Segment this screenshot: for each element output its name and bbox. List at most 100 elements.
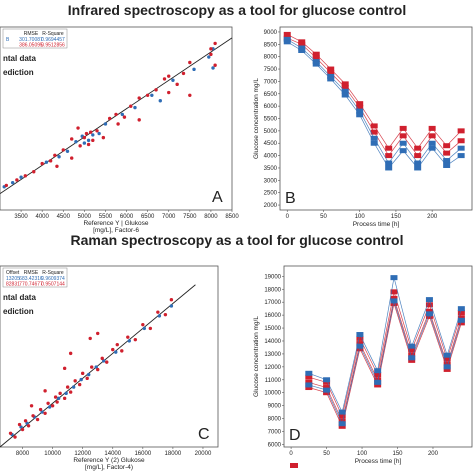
- data-point-blue: [94, 365, 98, 369]
- series-marker: [338, 413, 346, 419]
- y-tick-label: 3000: [264, 178, 278, 184]
- x-tick-label: 12000: [74, 451, 91, 457]
- data-point-red: [68, 351, 73, 356]
- stats-rmse: 683.42316: [19, 276, 43, 282]
- series-marker: [305, 379, 313, 385]
- series-marker: [327, 70, 335, 76]
- data-point-blue: [10, 180, 15, 185]
- data-point-blue: [91, 133, 95, 137]
- x-tick-label: 10000: [44, 451, 61, 457]
- x-axis-label: Reference Y | Glukose: [83, 220, 148, 227]
- data-point-blue: [211, 66, 215, 70]
- data-point-red: [40, 161, 44, 166]
- legend-entry: ntal data: [3, 54, 36, 63]
- data-point-blue: [19, 175, 23, 179]
- series-marker: [443, 150, 451, 156]
- y-axis-label: Glucose concentration mg/L: [253, 316, 260, 397]
- series-marker: [443, 143, 451, 149]
- series-marker: [457, 315, 465, 321]
- series-marker: [385, 145, 393, 151]
- series-marker: [298, 41, 306, 47]
- series-marker: [414, 145, 422, 151]
- stats-header: RMSE: [24, 270, 39, 276]
- data-point-red: [141, 322, 145, 327]
- stats-r-square: 0.9512856: [41, 43, 65, 49]
- data-point-blue: [65, 149, 70, 153]
- data-point-red: [68, 390, 73, 394]
- data-point-red: [62, 396, 67, 401]
- data-point-blue: [142, 326, 147, 331]
- x-tick-label: 5500: [99, 214, 113, 220]
- y-tick-label: 15000: [264, 326, 281, 332]
- x-axis-label: Process time [h]: [355, 458, 402, 465]
- y-tick-label: 7000: [268, 429, 282, 435]
- data-point-red: [209, 47, 213, 51]
- stats-r-square: 0.9609374: [41, 276, 65, 282]
- chart-b-infrared-time-course: 0 50 100 150 200 2000 2500 3000 3500 4000 4500 5000…: [253, 26, 473, 228]
- series-marker: [356, 346, 364, 352]
- y-tick-label: 9000: [268, 404, 282, 410]
- data-point-red: [62, 366, 67, 371]
- series-marker: [338, 421, 346, 427]
- x-tick-label: 100: [355, 214, 366, 220]
- data-point-red: [43, 411, 47, 415]
- series-marker: [443, 361, 451, 367]
- y-tick-label: 4000: [264, 154, 278, 160]
- series-marker: [374, 377, 382, 383]
- series-marker: [338, 423, 346, 429]
- y-tick-label: 13000: [264, 352, 281, 358]
- data-point-red: [53, 153, 57, 158]
- data-point-blue: [40, 410, 44, 414]
- x-tick-label: 3500: [14, 214, 28, 220]
- data-point-red: [95, 129, 99, 133]
- series-marker: [323, 379, 331, 385]
- data-point-red: [188, 93, 192, 97]
- data-point-blue: [169, 304, 174, 308]
- y-tick-label: 19000: [264, 274, 281, 280]
- y-tick-label: 16000: [264, 313, 281, 319]
- data-point-red: [85, 376, 89, 381]
- x-tick-label: 200: [428, 451, 439, 457]
- data-point-blue: [207, 55, 211, 59]
- x-tick-label: 18000: [165, 451, 182, 457]
- stats-row-label: 13205: [6, 276, 20, 282]
- series-marker: [341, 92, 349, 98]
- series-marker: [305, 374, 313, 380]
- data-point-blue: [79, 377, 83, 382]
- series-marker: [414, 153, 422, 159]
- data-point-blue: [56, 396, 61, 401]
- series-marker: [443, 158, 451, 164]
- data-point-red: [43, 389, 47, 393]
- data-point-red: [100, 356, 104, 361]
- legend-entry: ediction: [3, 307, 34, 316]
- x-tick-label: 150: [393, 451, 404, 457]
- y-tick-label: 14000: [264, 339, 281, 345]
- y-tick-label: 2500: [264, 191, 278, 197]
- series-marker: [305, 382, 313, 388]
- data-point-blue: [19, 425, 23, 429]
- y-tick-label: 8000: [264, 55, 278, 61]
- data-point-red: [77, 382, 82, 387]
- data-point-red: [13, 435, 17, 439]
- regression-line: [0, 284, 196, 448]
- x-axis-label: Reference Y (2) Glukose: [73, 457, 145, 464]
- series-marker: [385, 165, 393, 171]
- series-marker: [428, 133, 436, 139]
- data-point-red: [20, 427, 25, 432]
- data-point-red: [23, 419, 28, 423]
- data-point-red: [209, 52, 213, 57]
- series-marker: [341, 88, 349, 94]
- series-marker: [356, 332, 364, 338]
- data-point-red: [4, 183, 9, 188]
- data-point-red: [181, 71, 186, 76]
- y-tick-label: 8000: [268, 417, 282, 423]
- series-marker: [399, 125, 407, 131]
- stats-header: R-Square: [42, 270, 64, 276]
- data-point-red: [101, 135, 106, 140]
- data-point-red: [175, 82, 179, 87]
- data-point-red: [80, 371, 85, 376]
- y-tick-label: 8500: [264, 42, 278, 48]
- panel-label: B: [285, 190, 296, 207]
- series-marker: [323, 377, 331, 383]
- x-tick-label: 8000: [16, 451, 30, 457]
